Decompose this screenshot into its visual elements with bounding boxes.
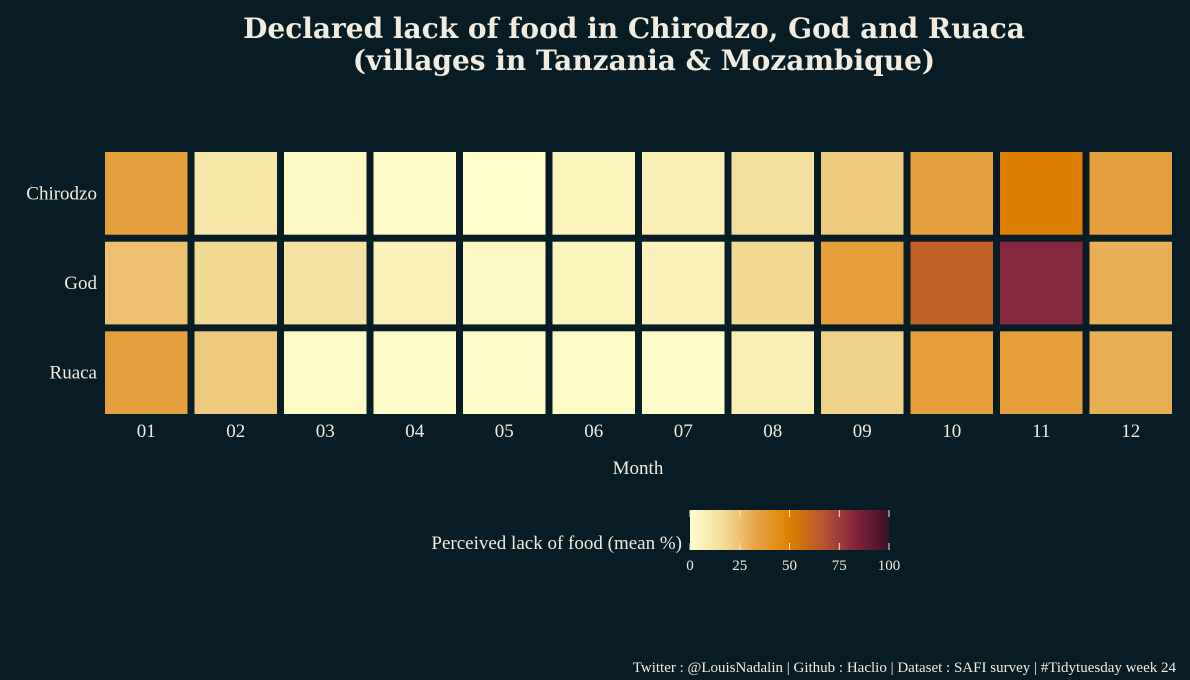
x-axis-labels: 01 02 03 04 05 06 07 08 09 10 11 12 (137, 421, 1141, 442)
heatmap-cell-god-06 (552, 241, 635, 325)
heatmap-cell-ruaca-04 (373, 331, 456, 414)
heatmap-cell-chirodzo-10 (910, 152, 993, 235)
x-tick-label: 01 (137, 421, 156, 442)
heatmap-cell-chirodzo-05 (463, 152, 546, 235)
heatmap-cell-ruaca-03 (284, 331, 367, 414)
heatmap-cell-god-12 (1089, 241, 1172, 325)
y-axis-labels: Chirodzo God Ruaca (26, 183, 97, 383)
heatmap-cell-chirodzo-03 (284, 152, 367, 235)
heatmap-cell-chirodzo-02 (194, 152, 277, 235)
heatmap-cell-ruaca-10 (910, 331, 993, 414)
legend-tick-label: 75 (832, 558, 847, 574)
heatmap-cell-ruaca-08 (731, 331, 814, 414)
heatmap-cell-god-01 (105, 241, 188, 325)
heatmap-cell-god-05 (463, 241, 546, 325)
heatmap-cell-god-04 (373, 241, 456, 325)
legend-tick-label: 25 (732, 558, 747, 574)
y-tick-label: Chirodzo (26, 183, 97, 204)
x-tick-label: 02 (226, 421, 245, 442)
heatmap-cell-god-07 (642, 241, 725, 325)
x-tick-label: 04 (405, 421, 425, 442)
heatmap-cell-chirodzo-06 (552, 152, 635, 235)
legend-title: Perceived lack of food (mean %) (431, 533, 682, 554)
x-tick-label: 12 (1121, 421, 1140, 442)
heatmap-cell-chirodzo-01 (105, 152, 188, 235)
heatmap-cell-ruaca-02 (194, 331, 277, 414)
heatmap-cell-god-03 (284, 241, 367, 325)
heatmap-cell-chirodzo-07 (642, 152, 725, 235)
chart-title-line-1: Declared lack of food in Chirodzo, God a… (243, 12, 1025, 45)
heatmap-cell-god-08 (731, 241, 814, 325)
legend-tick-label: 50 (782, 558, 797, 574)
x-tick-label: 05 (495, 421, 514, 442)
y-tick-label: Ruaca (50, 363, 98, 384)
heatmap-cell-chirodzo-11 (1000, 152, 1083, 235)
heatmap-cell-god-10 (910, 241, 993, 325)
x-tick-label: 11 (1032, 421, 1050, 442)
y-tick-label: God (64, 273, 97, 294)
heatmap-cell-god-09 (821, 241, 904, 325)
heatmap-cell-chirodzo-09 (821, 152, 904, 235)
legend-tick-label: 0 (686, 558, 694, 574)
heatmap-cell-ruaca-11 (1000, 331, 1083, 414)
heatmap-cell-god-11 (1000, 241, 1083, 325)
x-tick-label: 03 (316, 421, 335, 442)
legend-ticks: 0 25 50 75 100 (686, 510, 900, 574)
heatmap-cell-ruaca-05 (463, 331, 546, 414)
heatmap-cell-chirodzo-04 (373, 152, 456, 235)
heatmap-cell-chirodzo-08 (731, 152, 814, 235)
heatmap-cell-chirodzo-12 (1089, 152, 1172, 235)
x-tick-label: 08 (763, 421, 782, 442)
heatmap-cell-ruaca-09 (821, 331, 904, 414)
caption: Twitter : @LouisNadalin | Github : Hacli… (633, 660, 1177, 676)
x-axis-title: Month (613, 458, 664, 479)
heatmap-cell-ruaca-07 (642, 331, 725, 414)
x-tick-label: 07 (674, 421, 693, 442)
x-tick-label: 06 (584, 421, 603, 442)
heatmap-cell-ruaca-01 (105, 331, 188, 414)
x-tick-label: 09 (853, 421, 872, 442)
x-tick-label: 10 (942, 421, 961, 442)
heatmap-cells (105, 152, 1172, 414)
heatmap-cell-ruaca-06 (552, 331, 635, 414)
color-legend: Perceived lack of food (mean %) 0 25 50 75 1… (431, 510, 900, 574)
heatmap-cell-god-02 (194, 241, 277, 325)
legend-tick-label: 100 (878, 558, 901, 574)
chart-title-line-2: (villages in Tanzania & Mozambique) (353, 44, 935, 77)
heatmap-cell-ruaca-12 (1089, 331, 1172, 414)
